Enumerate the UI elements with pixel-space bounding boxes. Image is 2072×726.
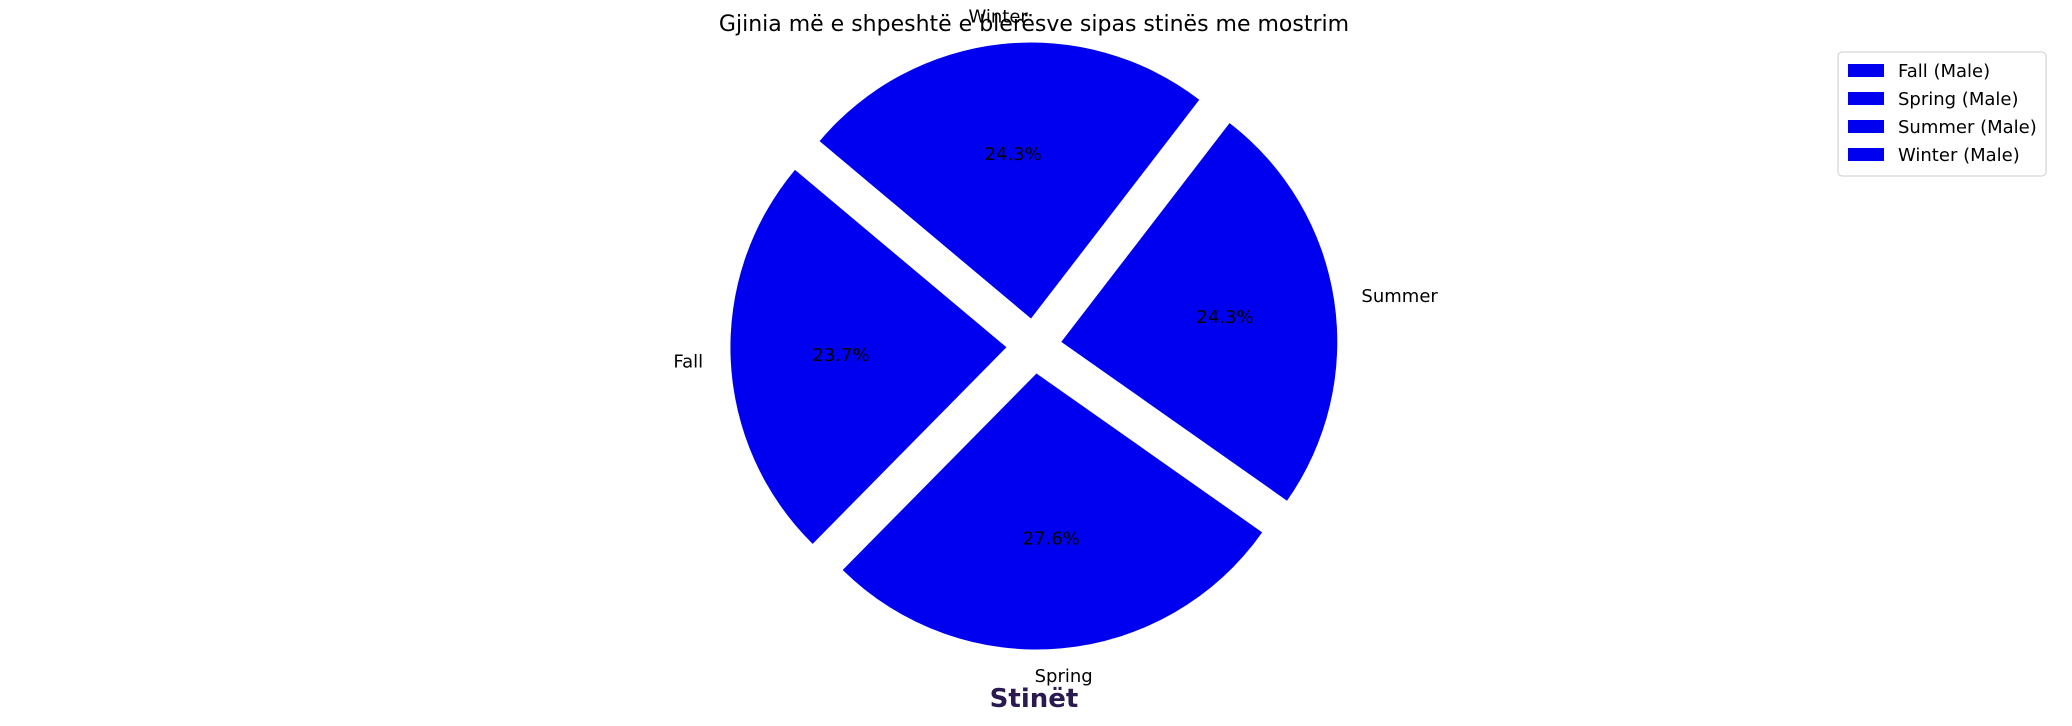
slice-label-spring: Spring <box>1035 666 1093 687</box>
pie-slice-summer <box>1061 123 1338 501</box>
legend-swatch-winter <box>1848 148 1884 161</box>
slice-label-winter: Winter <box>968 7 1028 28</box>
legend: Fall (Male) Spring (Male) Summer (Male) Win… <box>1837 51 2047 177</box>
slice-label-summer: Summer <box>1361 286 1438 307</box>
legend-swatch-spring <box>1848 92 1884 105</box>
pie-slice-spring <box>842 373 1263 650</box>
pct-label-summer: 24.3% <box>1196 307 1253 328</box>
chart-title: Gjinia më e shpeshtë e blerësve sipas st… <box>719 12 1349 37</box>
pie-slices <box>730 42 1338 650</box>
legend-entry-winter: Winter (Male) <box>1898 145 2020 166</box>
pie-slice-winter <box>819 42 1200 319</box>
x-axis-label: Stinët <box>990 684 1079 714</box>
legend-entry-summer: Summer (Male) <box>1898 117 2037 138</box>
pct-label-winter: 24.3% <box>984 144 1041 165</box>
pie-labels: 23.7% Fall 27.6% Spring 24.3% Summer 24.3% Wint… <box>673 7 1438 687</box>
legend-entry-spring: Spring (Male) <box>1898 89 2019 110</box>
legend-swatch-fall <box>1848 64 1884 77</box>
legend-swatch-summer <box>1848 120 1884 133</box>
legend-frame <box>1837 51 2047 177</box>
legend-entry-fall: Fall (Male) <box>1898 61 1990 82</box>
pct-label-fall: 23.7% <box>812 345 869 366</box>
slice-label-fall: Fall <box>673 352 703 373</box>
pie-slice-fall <box>730 169 1007 544</box>
pct-label-spring: 27.6% <box>1023 528 1080 549</box>
